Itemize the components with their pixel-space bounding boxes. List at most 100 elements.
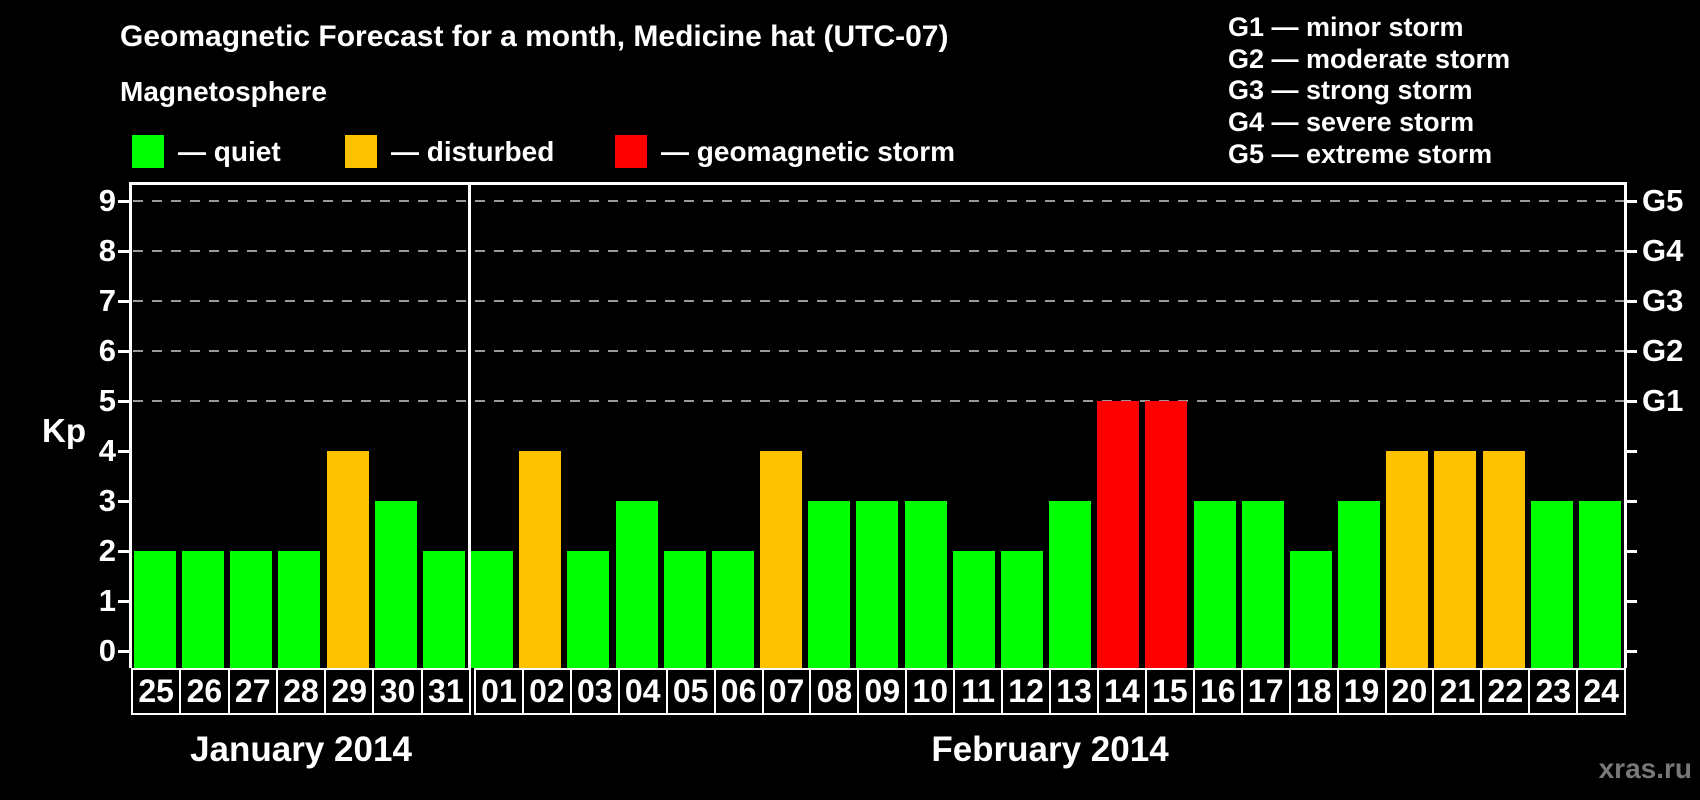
kp-bar-day-08: [808, 501, 850, 668]
g-level-label-g3: G3: [1642, 283, 1684, 318]
kp-bar-day-10: [905, 501, 947, 668]
y-tick-left: [118, 300, 129, 303]
gridline-g1: [133, 400, 1624, 402]
legend-item-storm: — geomagnetic storm: [615, 135, 955, 168]
kp-bar-day-19: [1338, 501, 1380, 668]
y-tick-label-3: 3: [98, 483, 116, 518]
y-tick-left: [118, 650, 129, 653]
y-tick-label-7: 7: [98, 283, 116, 318]
g1-legend-line: G1 — minor storm: [1228, 12, 1464, 42]
y-tick-right: [1626, 400, 1637, 403]
y-tick-right: [1626, 650, 1637, 653]
quiet-swatch-icon: [132, 135, 164, 168]
month-separator-line: [468, 182, 471, 668]
month-label-january: January 2014: [190, 730, 412, 769]
day-cell-19: 19: [1338, 668, 1387, 715]
kp-bar-day-01: [471, 551, 513, 668]
day-cell-09: 09: [859, 668, 908, 715]
y-tick-right: [1626, 500, 1637, 503]
magnetosphere-legend-heading: Magnetosphere: [120, 76, 327, 107]
y-tick-left: [118, 600, 129, 603]
day-cell-26: 26: [181, 668, 230, 715]
y-axis-title: Kp: [42, 412, 86, 449]
kp-bar-day-13: [1049, 501, 1091, 668]
kp-bar-day-23: [1531, 501, 1573, 668]
storm-swatch-icon: [615, 135, 647, 168]
day-cell-03: 03: [571, 668, 620, 715]
legend-item-quiet: — quiet: [132, 135, 281, 168]
gridline-g3: [133, 300, 1624, 302]
y-tick-right: [1626, 550, 1637, 553]
kp-bar-day-11: [953, 551, 995, 668]
day-row-january: 25 26 27 28 29 30 31: [131, 668, 471, 715]
y-tick-label-9: 9: [98, 183, 116, 218]
day-cell-31: 31: [422, 668, 471, 715]
day-cell-17: 17: [1242, 668, 1291, 715]
kp-bar-day-18: [1290, 551, 1332, 668]
kp-bar-day-31: [423, 551, 465, 668]
y-tick-left: [118, 250, 129, 253]
kp-bar-day-09: [856, 501, 898, 668]
y-tick-left: [118, 350, 129, 353]
y-tick-label-4: 4: [98, 433, 116, 468]
day-cell-24: 24: [1578, 668, 1627, 715]
g-level-label-g2: G2: [1642, 333, 1684, 368]
kp-bar-day-29: [327, 451, 369, 668]
g-level-label-g4: G4: [1642, 233, 1684, 268]
g-level-label-g5: G5: [1642, 183, 1684, 218]
gridline-g5: [133, 200, 1624, 202]
day-cell-25: 25: [131, 668, 182, 715]
y-tick-right: [1626, 250, 1637, 253]
day-cell-30: 30: [374, 668, 423, 715]
y-tick-left: [118, 400, 129, 403]
y-tick-right: [1626, 350, 1637, 353]
day-cell-22: 22: [1482, 668, 1531, 715]
day-cell-12: 12: [1003, 668, 1052, 715]
y-axis-line-right: [1624, 182, 1627, 668]
disturbed-swatch-icon: [345, 135, 377, 168]
month-label-february: February 2014: [931, 730, 1169, 769]
day-cell-08: 08: [811, 668, 860, 715]
kp-bar-day-27: [230, 551, 272, 668]
g5-legend-line: G5 — extreme storm: [1228, 138, 1493, 169]
day-cell-11: 11: [955, 668, 1004, 715]
day-cell-21: 21: [1434, 668, 1483, 715]
day-row-february: 01 02 03 04 05 06 07 08 09 10 11 12 13 14 15 16 17 18 19 20…: [474, 668, 1627, 715]
day-cell-01: 01: [474, 668, 524, 715]
y-tick-right: [1626, 300, 1637, 303]
y-axis-line-left: [129, 182, 132, 668]
kp-bar-day-15: [1145, 401, 1187, 668]
y-tick-label-6: 6: [98, 333, 116, 368]
day-cell-14: 14: [1098, 668, 1147, 715]
kp-bar-day-28: [278, 551, 320, 668]
kp-bar-day-30: [375, 501, 417, 668]
day-cell-05: 05: [667, 668, 716, 715]
g4-legend-line: G4 — severe storm: [1228, 107, 1475, 138]
day-cell-13: 13: [1051, 668, 1099, 715]
kp-bar-day-04: [616, 501, 658, 668]
kp-bar-day-21: [1434, 451, 1476, 668]
kp-bar-day-05: [664, 551, 706, 668]
kp-bar-day-20: [1386, 451, 1428, 668]
kp-bar-day-02: [519, 451, 561, 668]
kp-bar-day-25: [134, 551, 176, 668]
y-tick-label-1: 1: [98, 583, 116, 618]
kp-bar-day-07: [760, 451, 802, 668]
legend-label-disturbed: — disturbed: [391, 136, 555, 167]
kp-bar-day-24: [1579, 501, 1621, 668]
day-cell-07: 07: [763, 668, 812, 715]
y-tick-right: [1626, 450, 1637, 453]
kp-bar-day-17: [1242, 501, 1284, 668]
day-cell-16: 16: [1194, 668, 1243, 715]
legend-label-quiet: — quiet: [178, 136, 281, 167]
day-cell-06: 06: [715, 668, 764, 715]
g2-legend-line: G2 — moderate storm: [1228, 43, 1511, 74]
legend-label-storm: — geomagnetic storm: [661, 136, 956, 167]
gridline-g2: [133, 350, 1624, 352]
plot-top-border: [129, 182, 1627, 185]
y-tick-left: [118, 500, 129, 503]
y-tick-label-8: 8: [98, 233, 116, 268]
y-tick-left: [118, 550, 129, 553]
day-cell-28: 28: [277, 668, 327, 715]
